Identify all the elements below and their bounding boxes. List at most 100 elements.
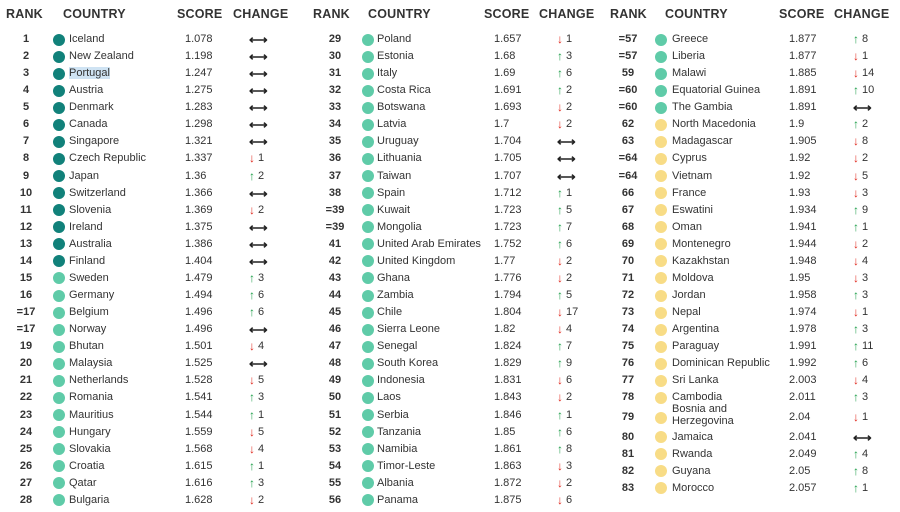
country-label: Australia — [69, 237, 112, 250]
country-name: Botswana — [377, 99, 425, 116]
table-row: 67 Eswatini 1.934 ↑ 9 — [610, 202, 900, 219]
double-arrow-icon: ⟷ — [557, 168, 576, 184]
change-value: 8 — [862, 33, 869, 45]
country-name: Malaysia — [69, 355, 112, 372]
double-arrow-icon: ⟷ — [249, 236, 268, 252]
score-value: 1.704 — [494, 135, 522, 148]
country-label: Madagascar — [672, 135, 733, 148]
score-value: 1.616 — [185, 476, 213, 489]
rank-value: 75 — [621, 340, 635, 353]
country-label: Germany — [69, 289, 115, 302]
country-name: Indonesia — [377, 372, 425, 389]
change-cell: ↑ 1 — [557, 407, 572, 424]
arrow-up-icon: ↑ — [557, 356, 563, 371]
score-value: 1.891 — [789, 84, 817, 97]
table-row: 27 Qatar 1.616 ↑ 3 — [4, 475, 300, 492]
country-name: Dominican Republic — [672, 355, 770, 372]
country-label: Latvia — [377, 118, 407, 131]
change-value: 1 — [566, 33, 573, 45]
change-cell: ⟷ — [249, 82, 268, 99]
rank-value: 28 — [19, 493, 33, 506]
table-row: 54 Timor-Leste 1.863 ↓ 3 — [310, 458, 600, 475]
rank-value: 82 — [621, 464, 635, 477]
country-label: Panama — [377, 493, 418, 506]
change-cell: ↓ 17 — [557, 304, 578, 321]
table-row: 4 Austria 1.275 ⟷ — [4, 82, 300, 99]
rank-value: =64 — [618, 152, 638, 165]
arrow-up-icon: ↑ — [853, 83, 859, 98]
change-cell: ⟷ — [249, 219, 268, 236]
change-value: 2 — [566, 101, 573, 114]
change-cell: ↓ 2 — [249, 492, 264, 509]
country-name: Bhutan — [69, 338, 104, 355]
score-tier-dot — [53, 426, 65, 439]
score-value: 2.05 — [789, 464, 811, 477]
country-label: Taiwan — [377, 169, 412, 182]
score-tier-dot — [655, 33, 667, 46]
change-cell: ↓ 4 — [853, 372, 868, 389]
change-cell: ↓ 2 — [853, 236, 868, 253]
score-tier-dot — [53, 118, 65, 131]
rank-value: 46 — [328, 323, 342, 336]
country-name: Slovakia — [69, 441, 111, 458]
rank-value: 49 — [328, 374, 342, 387]
change-value: 2 — [566, 391, 573, 404]
arrow-up-icon: ↑ — [853, 322, 859, 337]
country-label: Canada — [69, 118, 108, 131]
score-value: 1.275 — [185, 84, 213, 97]
double-arrow-icon: ⟷ — [249, 185, 268, 201]
rank-value: 21 — [19, 374, 33, 387]
arrow-down-icon: ↓ — [557, 322, 563, 337]
rank-header: RANK — [610, 7, 647, 21]
score-tier-dot — [362, 409, 374, 422]
table-row: 10 Switzerland 1.366 ⟷ — [4, 185, 300, 202]
ranking-column-1: RANK COUNTRY SCORE CHANGE 1 Iceland 1.078 ⟷… — [4, 0, 300, 512]
change-value: 1 — [258, 152, 265, 165]
rank-value: 38 — [328, 186, 342, 199]
country-name: Rwanda — [672, 446, 712, 463]
rank-header: RANK — [313, 7, 350, 21]
table-row: 26 Croatia 1.615 ↑ 1 — [4, 458, 300, 475]
table-row: 11 Slovenia 1.369 ↓ 2 — [4, 202, 300, 219]
change-cell: ↓ 4 — [557, 321, 572, 338]
change-cell: ↑ 6 — [853, 355, 868, 372]
country-name: Kazakhstan — [672, 253, 729, 270]
country-label: Romania — [69, 391, 114, 404]
country-name: Qatar — [69, 475, 97, 492]
country-label: Ireland — [69, 220, 103, 233]
score-value: 1.885 — [789, 67, 817, 80]
country-name: Hungary — [69, 424, 111, 441]
country-name: Cyprus — [672, 150, 707, 167]
country-label: Switzerland — [69, 186, 126, 199]
score-tier-dot — [53, 238, 65, 251]
table-row: 1 Iceland 1.078 ⟷ — [4, 31, 300, 48]
score-tier-dot — [655, 67, 667, 80]
change-value: 2 — [566, 254, 573, 267]
score-tier-dot — [655, 152, 667, 165]
country-label: Ghana — [377, 271, 411, 284]
change-value: 2 — [862, 152, 869, 165]
table-row: =39 Mongolia 1.723 ↑ 7 — [310, 219, 600, 236]
rank-value: 7 — [22, 135, 30, 148]
change-cell: ↑ 3 — [853, 321, 868, 338]
country-label: Tanzania — [377, 425, 422, 438]
arrow-up-icon: ↑ — [557, 288, 563, 303]
table-row: 8 Czech Republic 1.337 ↓ 1 — [4, 150, 300, 167]
table-row: 78 Cambodia 2.011 ↑ 3 — [610, 389, 900, 406]
change-cell: ↑ 4 — [853, 446, 868, 463]
country-label: Croatia — [69, 459, 105, 472]
table-row: =17 Belgium 1.496 ↑ 6 — [4, 304, 300, 321]
arrow-down-icon: ↓ — [853, 134, 859, 149]
rank-value: 33 — [328, 101, 342, 114]
country-name: Greece — [672, 31, 708, 48]
change-value: 8 — [862, 464, 869, 477]
rank-value: 23 — [19, 408, 33, 421]
rank-value: 83 — [621, 481, 635, 494]
country-label: Cambodia — [672, 391, 723, 404]
country-label: United Kingdom — [377, 254, 456, 267]
change-cell: ↓ 2 — [557, 389, 572, 406]
country-label: Netherlands — [69, 374, 129, 387]
change-value: 1 — [862, 481, 869, 494]
change-value: 4 — [566, 323, 573, 336]
table-row: 62 North Macedonia 1.9 ↑ 2 — [610, 116, 900, 133]
